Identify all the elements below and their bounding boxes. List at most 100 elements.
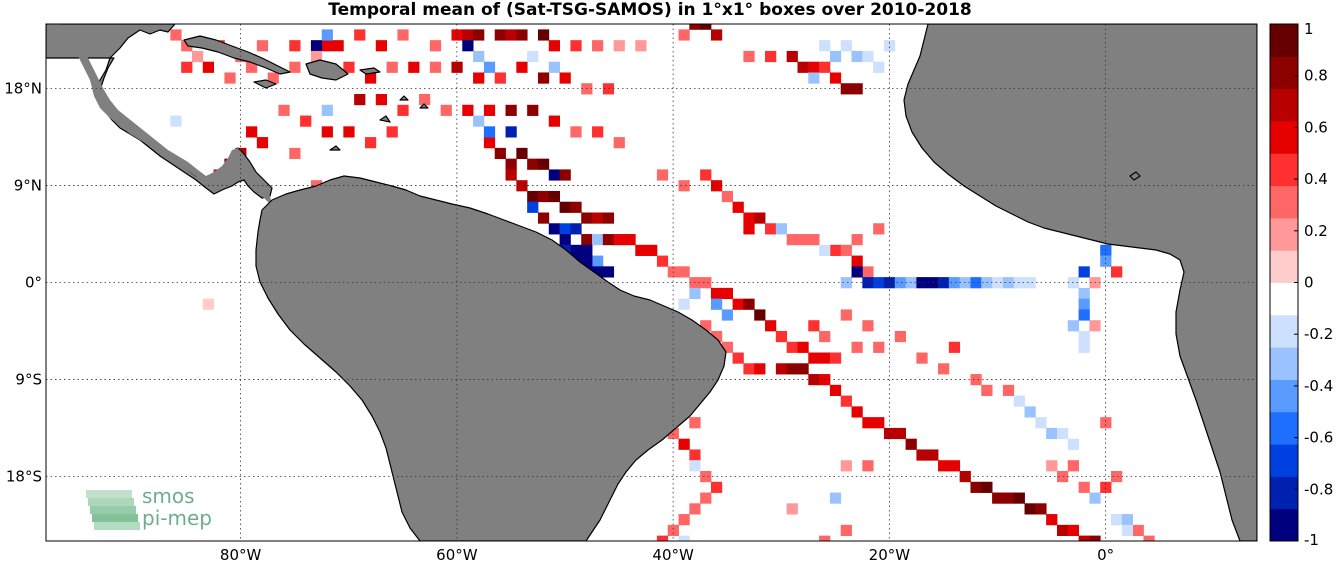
- data-cell: [873, 223, 885, 235]
- data-cell: [700, 320, 712, 332]
- data-cell: [938, 277, 950, 289]
- data-cell: [602, 266, 615, 278]
- data-cell: [1002, 384, 1015, 396]
- data-cell: [440, 104, 452, 116]
- colorbar-segment: [1270, 282, 1298, 316]
- data-cell: [894, 277, 906, 289]
- data-cell: [851, 406, 863, 418]
- data-cell: [1046, 427, 1058, 440]
- data-cell: [678, 29, 690, 41]
- data-cell: [700, 169, 712, 181]
- data-cell: [581, 244, 593, 256]
- data-cell: [1089, 492, 1101, 504]
- data-cell: [289, 147, 301, 160]
- data-cell: [829, 492, 842, 504]
- data-cell: [1078, 298, 1090, 310]
- data-cell: [505, 169, 517, 181]
- data-cell: [191, 50, 204, 63]
- data-cell: [948, 341, 961, 353]
- data-cell: [1089, 320, 1101, 332]
- data-cell: [1067, 438, 1079, 450]
- data-cell: [1100, 417, 1112, 429]
- land-south-america: [255, 175, 727, 541]
- data-cell: [246, 126, 258, 138]
- data-cell: [916, 449, 928, 461]
- data-cell: [537, 190, 550, 203]
- colorbar-segment: [1270, 347, 1298, 380]
- data-cell: [743, 50, 755, 63]
- data-cell: [592, 126, 604, 138]
- data-cell: [710, 298, 723, 310]
- data-cell: [559, 169, 571, 181]
- longitude-label: 0°: [1097, 546, 1114, 562]
- data-cell: [797, 61, 809, 73]
- data-cell: [808, 234, 820, 246]
- data-cell: [840, 309, 852, 321]
- data-cell: [786, 503, 798, 515]
- data-cell: [775, 223, 788, 235]
- data-cell: [829, 50, 842, 63]
- data-cell: [170, 115, 182, 127]
- data-cell: [1100, 255, 1112, 267]
- data-cell: [570, 40, 582, 52]
- page-title: Temporal mean of (Sat-TSG-SAMOS) in 1°x1…: [328, 0, 972, 20]
- data-cell: [840, 524, 852, 537]
- logo-text-pimep: pi-mep: [142, 506, 212, 530]
- data-cell: [1078, 481, 1090, 493]
- data-cell: [408, 61, 420, 73]
- data-cell: [1013, 492, 1025, 504]
- data-cell: [981, 384, 993, 396]
- land-puerto-rico: [359, 67, 381, 75]
- data-cell: [797, 234, 809, 246]
- land-island-bioko: [1129, 171, 1141, 181]
- data-cell: [559, 234, 571, 246]
- data-cell: [721, 341, 733, 353]
- data-cell: [808, 374, 820, 386]
- data-cell: [635, 244, 647, 256]
- data-cell: [862, 417, 874, 429]
- data-cell: [678, 514, 690, 526]
- data-cell: [894, 427, 906, 440]
- data-cell: [851, 234, 863, 246]
- data-cell: [602, 234, 615, 246]
- colorbar-segment: [1270, 314, 1298, 348]
- latitude-label: 9°S: [15, 370, 42, 388]
- data-cell: [992, 492, 1004, 504]
- land-cuba: [183, 35, 291, 75]
- data-cell: [516, 29, 528, 41]
- data-cell: [786, 234, 798, 246]
- data-cell: [970, 481, 982, 493]
- data-cell: [1046, 514, 1058, 526]
- data-cell: [765, 50, 777, 63]
- data-cell: [267, 72, 279, 84]
- data-cells: [170, 24, 1155, 541]
- data-cell: [851, 341, 863, 353]
- data-cell: [829, 384, 842, 396]
- data-cell: [775, 330, 788, 343]
- data-cell: [883, 40, 896, 52]
- data-cell: [548, 115, 560, 127]
- data-cell: [819, 535, 831, 541]
- data-cell: [1024, 406, 1036, 418]
- data-cell: [754, 309, 766, 321]
- colorbar-label: -1: [1304, 531, 1319, 549]
- latitude-label: 0°: [25, 274, 42, 292]
- data-cell: [743, 223, 755, 235]
- data-cell: [1035, 417, 1047, 429]
- data-cell: [462, 29, 474, 41]
- data-cell: [916, 352, 928, 364]
- data-cell: [462, 40, 474, 52]
- data-cell: [310, 50, 323, 63]
- data-cell: [819, 244, 831, 256]
- data-cell: [592, 255, 604, 267]
- data-cell: [364, 137, 377, 149]
- data-cell: [527, 104, 539, 116]
- data-cell: [862, 460, 874, 472]
- data-cell: [473, 50, 485, 63]
- data-cell: [1132, 524, 1144, 537]
- data-cell: [559, 223, 571, 235]
- data-cell: [1002, 277, 1015, 289]
- data-cell: [667, 524, 679, 537]
- data-cell: [581, 255, 593, 267]
